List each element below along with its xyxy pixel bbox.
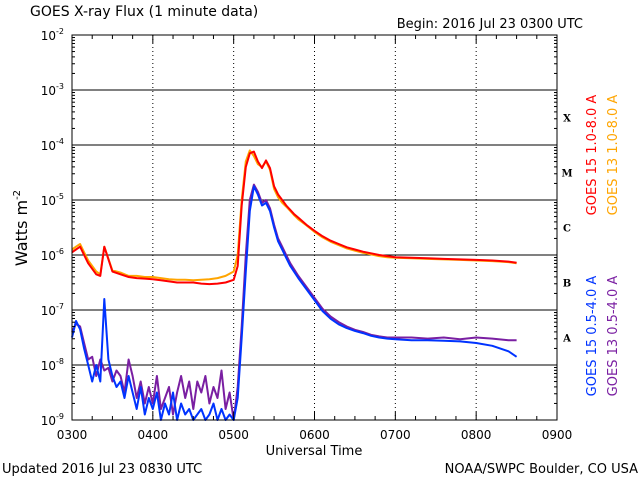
legend-entry-goes-13-0-5-4-0-a: GOES 13 0.5-4.0 A <box>606 276 621 397</box>
y-tick-label: 10-5 <box>41 192 64 208</box>
flare-class-label-a: A <box>562 334 571 345</box>
y-tick-label: 10-8 <box>41 357 64 373</box>
y-tick-label: 10-4 <box>41 137 64 153</box>
credit-label: NOAA/SWPC Boulder, CO USA <box>445 462 638 477</box>
x-axis-ticks: 0300 0400 0500 0600 0700 0800 0900 <box>57 35 573 442</box>
series-line-goes-13-1-0-8-0-a <box>71 149 517 282</box>
flare-class-label-x: X <box>563 114 571 125</box>
legend-entry-goes-13-1-0-8-0-a: GOES 13 1.0-8.0 A <box>606 95 621 216</box>
x-axis-label: Universal Time <box>266 444 363 459</box>
x-tick-label: 0300 <box>57 428 88 442</box>
x-tick-label: 0500 <box>218 428 249 442</box>
x-tick-label: 0800 <box>461 428 492 442</box>
y-tick-label: 10-3 <box>41 82 64 98</box>
legend: GOES 15 1.0-8.0 A GOES 13 1.0-8.0 A GOES 1… <box>585 95 621 397</box>
svg-text:Watts m-2: Watts m-2 <box>12 190 31 266</box>
gridlines <box>72 35 557 420</box>
y-tick-label: 10-6 <box>41 247 64 263</box>
x-tick-label: 0400 <box>138 428 169 442</box>
x-tick-label: 0900 <box>542 428 573 442</box>
series-line-goes-15-0-5-4-0-a <box>71 185 518 421</box>
x-tick-label: 0600 <box>299 428 330 442</box>
y-tick-label: 10-2 <box>41 27 64 43</box>
flare-class-labels: X M C B A <box>561 114 572 345</box>
y-axis-label: Watts m-2 <box>12 190 31 266</box>
flare-class-label-b: B <box>563 279 571 290</box>
flare-class-label-c: C <box>563 224 571 235</box>
legend-entry-goes-15-0-5-4-0-a: GOES 15 0.5-4.0 A <box>585 276 600 397</box>
series-line-goes-13-0-5-4-0-a <box>71 183 517 421</box>
y-axis-label-exponent: -2 <box>12 190 23 200</box>
y-tick-label: 10-7 <box>41 302 64 318</box>
chart-title: GOES X-ray Flux (1 minute data) <box>30 4 258 20</box>
y-tick-label: 10-9 <box>41 412 64 428</box>
flare-class-label-m: M <box>561 169 572 180</box>
y-axis-ticks: 10-2 10-3 10-4 10-5 10-6 10-7 10-8 10-9 <box>41 27 557 428</box>
begin-time-label: Begin: 2016 Jul 23 0300 UTC <box>397 17 583 32</box>
series-line-goes-15-1-0-8-0-a <box>71 150 517 286</box>
legend-entry-goes-15-1-0-8-0-a: GOES 15 1.0-8.0 A <box>585 95 600 216</box>
x-tick-label: 0700 <box>380 428 411 442</box>
y-axis-label-text: Watts m <box>12 200 31 266</box>
updated-label: Updated 2016 Jul 23 0830 UTC <box>2 462 202 477</box>
series-lines <box>71 149 518 421</box>
